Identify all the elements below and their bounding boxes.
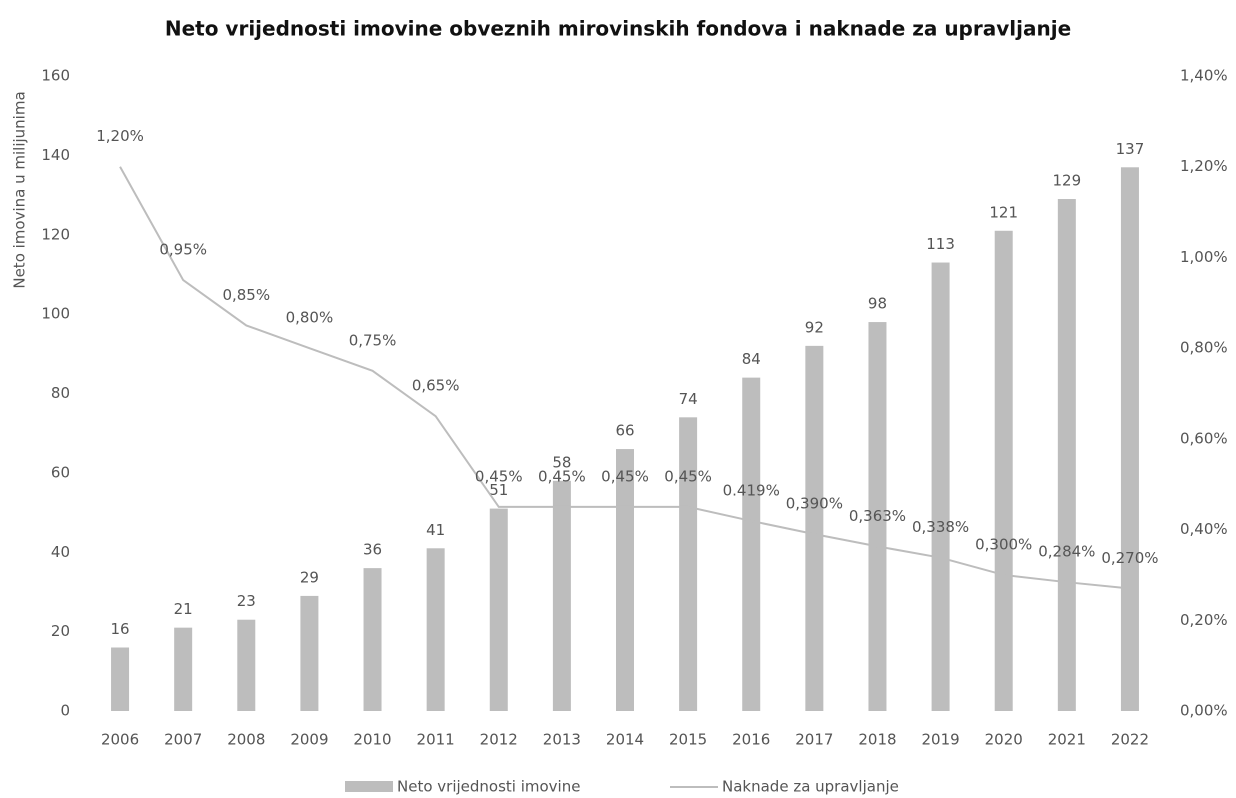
bar [1120, 167, 1139, 711]
data-label: 0,95% [159, 241, 207, 259]
x-tick-label: 2022 [1111, 731, 1149, 749]
data-label: 0,65% [412, 377, 460, 395]
data-label: 0,45% [475, 467, 523, 485]
x-tick-label: 2016 [732, 731, 770, 749]
data-label: 137 [1116, 140, 1145, 158]
x-tick-label: 2014 [606, 731, 644, 749]
data-label: 0,45% [538, 467, 586, 485]
y-tick-label: 100 [41, 305, 70, 323]
x-tick-label: 2017 [795, 731, 833, 749]
data-label: 74 [679, 390, 698, 408]
y2-tick-label: 1,00% [1180, 248, 1228, 266]
bar [552, 480, 571, 711]
x-tick-label: 2021 [1048, 731, 1086, 749]
bar [868, 322, 887, 711]
bar [1057, 199, 1076, 711]
bar [994, 230, 1013, 711]
bar [111, 647, 130, 711]
data-label: 29 [300, 568, 319, 586]
data-label: 0,45% [601, 467, 649, 485]
bar [426, 548, 445, 711]
bar [489, 508, 508, 711]
data-label: 0,363% [849, 507, 906, 525]
data-label: 16 [111, 620, 130, 638]
data-label: 23 [237, 592, 256, 610]
bar [300, 595, 319, 711]
x-tick-label: 2013 [543, 731, 581, 749]
data-label: 0,300% [975, 535, 1032, 553]
data-label: 0,390% [786, 495, 843, 513]
x-tick-label: 2019 [921, 731, 959, 749]
data-label: 0,45% [664, 467, 712, 485]
y-tick-label: 0 [60, 702, 70, 720]
y-tick-label: 80 [51, 384, 70, 402]
legend-swatch [345, 781, 393, 792]
bar [931, 262, 950, 711]
data-label: 121 [989, 203, 1018, 221]
y2-tick-label: 0,00% [1180, 702, 1228, 720]
data-label: 66 [615, 422, 634, 440]
y-tick-label: 60 [51, 463, 70, 481]
data-label: 92 [805, 318, 824, 336]
x-tick-label: 2009 [290, 731, 328, 749]
x-tick-label: 2008 [227, 731, 265, 749]
chart-title: Neto vrijednosti imovine obveznih mirovi… [165, 17, 1071, 41]
data-label: 58 [552, 453, 571, 471]
legend-label: Naknade za upravljanje [722, 778, 899, 796]
data-label: 129 [1053, 172, 1082, 190]
x-tick-label: 2018 [858, 731, 896, 749]
x-tick-label: 2015 [669, 731, 707, 749]
bar [174, 627, 193, 711]
data-label: 98 [868, 295, 887, 313]
bar [805, 345, 824, 711]
data-label: 0,85% [222, 286, 270, 304]
legend-label: Neto vrijednosti imovine [397, 778, 580, 796]
y-tick-label: 120 [41, 225, 70, 243]
x-tick-label: 2012 [480, 731, 518, 749]
x-tick-label: 2007 [164, 731, 202, 749]
data-label: 0,75% [349, 331, 397, 349]
data-label: 1,20% [96, 127, 144, 145]
bar [742, 377, 761, 711]
data-label: 0,270% [1101, 549, 1158, 567]
bar [363, 568, 382, 711]
data-label: 0,338% [912, 518, 969, 536]
y2-tick-label: 0,80% [1180, 339, 1228, 357]
y-axis-label: Neto imovina u milijunima [11, 91, 29, 288]
bar [616, 449, 634, 711]
data-label: 0,284% [1038, 543, 1095, 561]
data-label: 0.419% [723, 481, 780, 499]
data-label: 0,80% [286, 309, 334, 327]
x-tick-label: 2006 [101, 731, 139, 749]
y-tick-label: 160 [41, 67, 70, 85]
data-label: 41 [426, 521, 445, 539]
data-label: 51 [489, 481, 508, 499]
data-label: 21 [174, 600, 193, 618]
x-tick-label: 2020 [985, 731, 1023, 749]
y-tick-label: 140 [41, 146, 70, 164]
y2-tick-label: 0,40% [1180, 520, 1228, 538]
x-tick-label: 2010 [353, 731, 391, 749]
bar [679, 417, 698, 711]
y2-tick-label: 1,20% [1180, 157, 1228, 175]
y-tick-label: 40 [51, 543, 70, 561]
data-label: 36 [363, 541, 382, 559]
data-label: 84 [742, 350, 761, 368]
y2-tick-label: 0,20% [1180, 611, 1228, 629]
data-label: 113 [926, 235, 955, 253]
y2-tick-label: 1,40% [1180, 67, 1228, 85]
bar [237, 619, 256, 711]
line [119, 166, 1131, 590]
y2-tick-label: 0,60% [1180, 429, 1228, 447]
y-tick-label: 20 [51, 622, 70, 640]
x-tick-label: 2011 [417, 731, 455, 749]
